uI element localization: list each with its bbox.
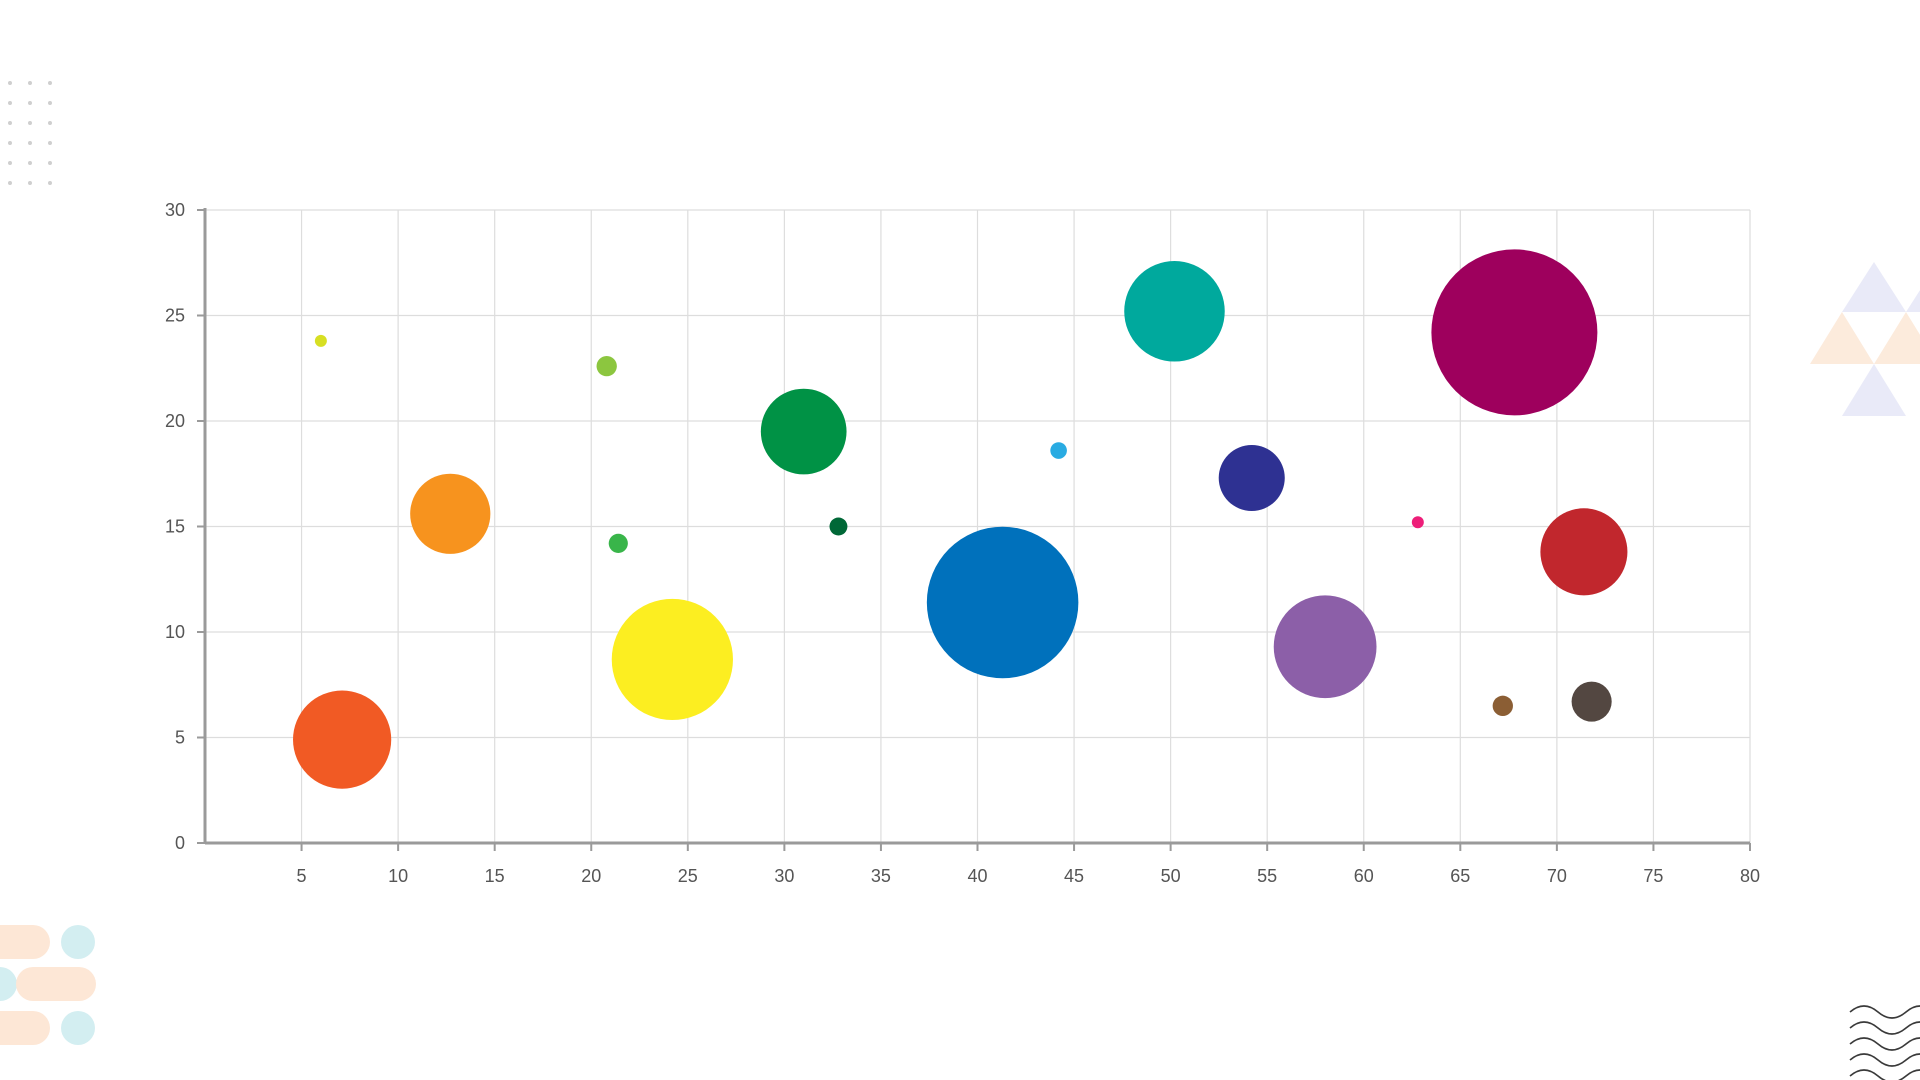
deco-dot: [48, 181, 52, 185]
x-tick-label: 45: [1064, 866, 1084, 886]
deco-dot: [28, 141, 32, 145]
y-tick-label: 15: [165, 517, 185, 537]
deco-dot: [8, 101, 12, 105]
deco-dot: [48, 81, 52, 85]
x-tick-label: 70: [1547, 866, 1567, 886]
bubble: [1411, 516, 1424, 529]
deco-wave-line: [1849, 1037, 1920, 1051]
deco-dot: [8, 141, 12, 145]
bubble: [1431, 249, 1598, 416]
x-tick-label: 80: [1740, 866, 1760, 886]
x-tick-label: 25: [678, 866, 698, 886]
bubble: [760, 388, 847, 475]
y-axis-tick-labels: 0 5 10 15 20 25 30: [165, 200, 185, 853]
deco-dot: [28, 101, 32, 105]
dot-grid-ornament: [8, 81, 52, 185]
y-tick-label: 10: [165, 622, 185, 642]
x-tick-label: 35: [871, 866, 891, 886]
deco-dot: [8, 81, 12, 85]
deco-wave-line: [1849, 1005, 1920, 1019]
bubble: [314, 334, 327, 347]
bubble: [1273, 595, 1377, 699]
triangle-ornament: [1810, 262, 1920, 416]
bubble: [829, 517, 848, 536]
y-tick-label: 20: [165, 411, 185, 431]
deco-dot: [8, 161, 12, 165]
bubble: [608, 533, 628, 553]
x-tick-label: 30: [774, 866, 794, 886]
x-tick-label: 15: [485, 866, 505, 886]
x-tick-label: 20: [581, 866, 601, 886]
bubble: [1540, 508, 1628, 596]
x-tick-label: 75: [1643, 866, 1663, 886]
x-axis-tick-labels: 5 10 15 20 25 30 35 40 45 50 55 60 65 70 75 80: [297, 866, 1760, 886]
x-tick-label: 40: [967, 866, 987, 886]
deco-dot: [48, 101, 52, 105]
bubble: [1124, 261, 1225, 362]
pill-ornament: [0, 925, 96, 1045]
bubble: [596, 355, 617, 377]
deco-dot: [28, 181, 32, 185]
decorative-background: [0, 81, 1920, 1080]
bubble: [1571, 681, 1612, 722]
bubble: [1218, 444, 1285, 511]
bubbles: [293, 249, 1628, 789]
bubble: [293, 690, 392, 789]
bubble: [1492, 695, 1513, 717]
y-tick-label: 0: [175, 833, 185, 853]
x-tick-label: 10: [388, 866, 408, 886]
x-tick-label: 5: [297, 866, 307, 886]
deco-dot: [8, 181, 12, 185]
deco-wave-line: [1849, 1053, 1920, 1067]
x-tick-label: 55: [1257, 866, 1277, 886]
x-tick-label: 60: [1354, 866, 1374, 886]
deco-wave-line: [1849, 1021, 1920, 1035]
plot-area: 5 10 15 20 25 30 35 40 45 50 55 60 65 70 75 80 0 5 10 15 20…: [165, 200, 1760, 886]
bubble: [611, 598, 733, 721]
x-tick-label: 65: [1450, 866, 1470, 886]
deco-dot: [8, 121, 12, 125]
deco-dot: [48, 121, 52, 125]
deco-wave-line: [1849, 1069, 1920, 1080]
bubble: [1050, 442, 1067, 459]
y-tick-label: 25: [165, 306, 185, 326]
deco-dot: [48, 141, 52, 145]
axes: [197, 208, 1751, 851]
x-tick-label: 50: [1161, 866, 1181, 886]
y-tick-label: 5: [175, 728, 185, 748]
y-tick-label: 30: [165, 200, 185, 220]
bubble: [410, 473, 491, 554]
wave-lines-ornament: [1849, 1005, 1920, 1080]
deco-dot: [28, 161, 32, 165]
deco-dot: [28, 81, 32, 85]
deco-dot: [28, 121, 32, 125]
bubble: [926, 526, 1079, 679]
deco-dot: [48, 161, 52, 165]
